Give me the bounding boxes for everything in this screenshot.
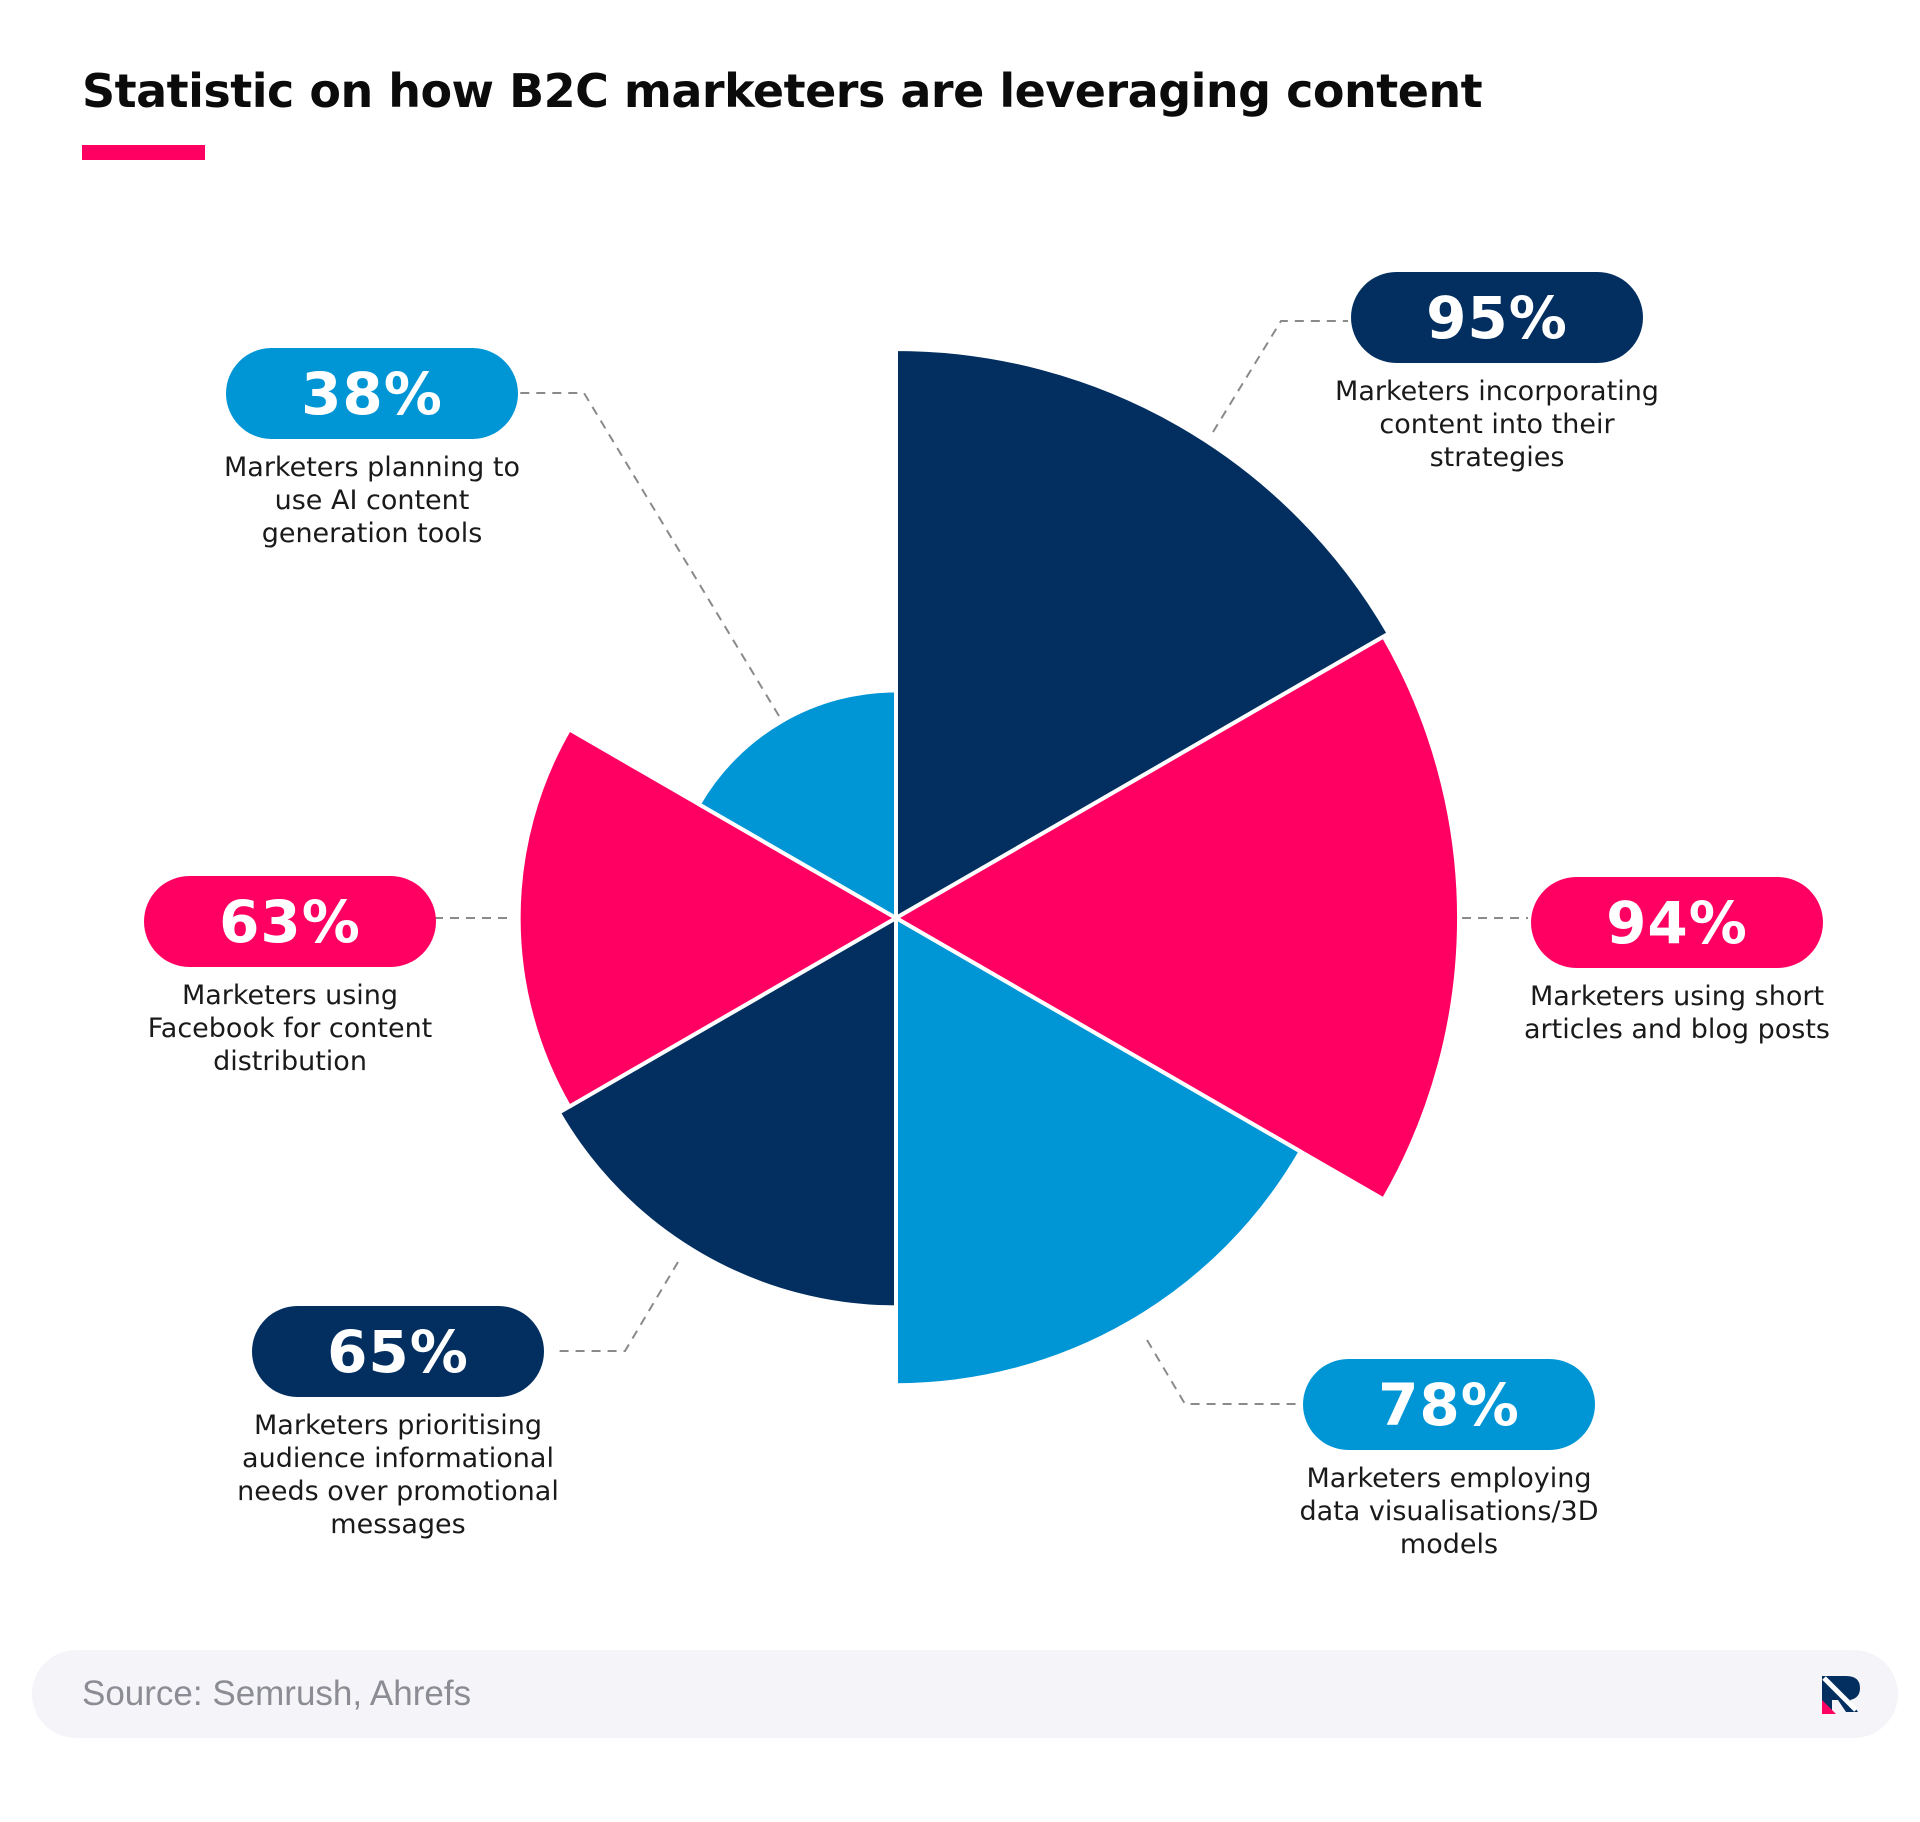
brand-logo-icon bbox=[1822, 1676, 1860, 1714]
slice-1 bbox=[894, 634, 1462, 1202]
slice-0 bbox=[894, 346, 1391, 920]
leader-line-2 bbox=[1146, 1339, 1300, 1405]
value-pill-5: 38% bbox=[226, 348, 518, 439]
source-footer: Source: Semrush, Ahrefs bbox=[32, 1650, 1898, 1738]
leader-line-0 bbox=[1212, 320, 1348, 433]
callout-slice-0: 95% Marketers incorporating content into… bbox=[1327, 272, 1667, 474]
chart-title: Statistic on how B2C marketers are lever… bbox=[82, 64, 1483, 118]
slice-2 bbox=[894, 916, 1303, 1388]
polar-area-chart bbox=[428, 320, 1528, 1405]
callout-leader-lines bbox=[428, 320, 1528, 1405]
slice-4 bbox=[516, 727, 898, 1109]
callout-slice-2: 78% Marketers employing data visualisati… bbox=[1279, 1359, 1619, 1561]
callout-slice-3: 65% Marketers prioritising audience info… bbox=[228, 1306, 568, 1541]
slice-3 bbox=[556, 916, 898, 1310]
title-underline bbox=[82, 145, 205, 160]
source-text: Source: Semrush, Ahrefs bbox=[82, 1674, 472, 1713]
callout-slice-4: 63% Marketers using Facebook for content… bbox=[120, 876, 460, 1078]
value-pill-4: 63% bbox=[144, 876, 436, 967]
callout-slice-5: 38% Marketers planning to use AI content… bbox=[202, 348, 542, 550]
description-0: Marketers incorporating content into the… bbox=[1335, 376, 1659, 473]
value-pill-1: 94% bbox=[1531, 877, 1823, 968]
chart-slices bbox=[516, 346, 1462, 1388]
callout-slice-1: 94% Marketers using short articles and b… bbox=[1507, 877, 1847, 1046]
slice-5 bbox=[696, 688, 898, 920]
description-5: Marketers planning to use AI content gen… bbox=[223, 452, 521, 549]
value-pill-3: 65% bbox=[252, 1306, 544, 1397]
description-4: Marketers using Facebook for content dis… bbox=[147, 980, 433, 1077]
leader-line-3 bbox=[556, 1261, 679, 1352]
leader-line-5 bbox=[510, 392, 780, 717]
description-2: Marketers employing data visualisations/… bbox=[1299, 1463, 1599, 1560]
value-pill-0: 95% bbox=[1351, 272, 1643, 363]
description-3: Marketers prioritising audience informat… bbox=[237, 1410, 559, 1540]
description-1: Marketers using short articles and blog … bbox=[1524, 981, 1830, 1045]
value-pill-2: 78% bbox=[1303, 1359, 1595, 1450]
